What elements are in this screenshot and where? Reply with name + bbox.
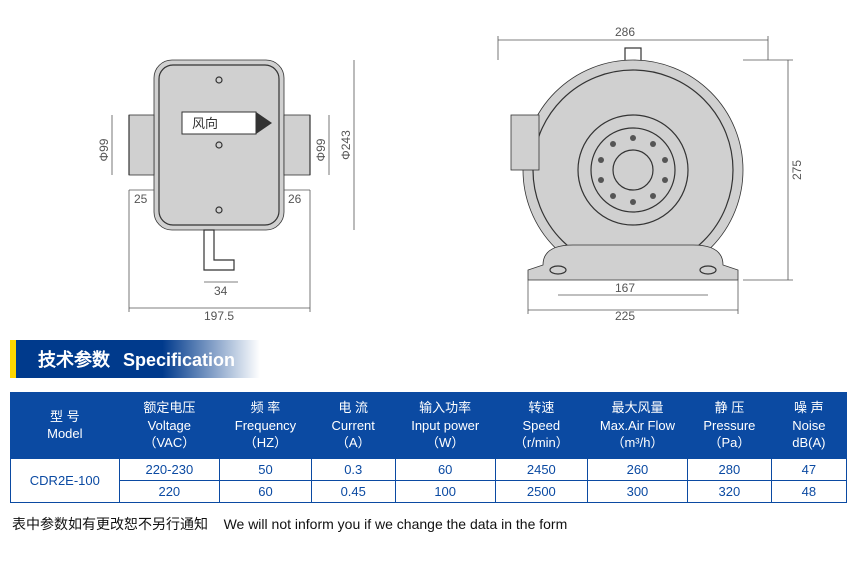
table-row: 220600.45100250030032048: [11, 480, 847, 502]
col-header: 电 流Current（A）: [311, 393, 395, 459]
table-row: CDR2E-100220-230500.360245026028047: [11, 458, 847, 480]
col-header: 频 率Frequency（HZ）: [219, 393, 311, 459]
spec-header: 技术参数 Specification: [10, 340, 260, 378]
data-cell: 0.45: [311, 480, 395, 502]
data-cell: 60: [219, 480, 311, 502]
svg-text:26: 26: [288, 192, 302, 206]
data-cell: 2500: [495, 480, 587, 502]
col-header: 静 压Pressure（Pa）: [688, 393, 772, 459]
data-cell: 0.3: [311, 458, 395, 480]
col-header: 型 号Model: [11, 393, 120, 459]
dim-left-stub: 25: [129, 190, 154, 206]
dim-right-stub: 26: [284, 190, 310, 206]
data-cell: 260: [587, 458, 687, 480]
dim-dia-right: Φ99 Φ243: [314, 60, 354, 230]
col-header: 额定电压Voltage（VAC）: [119, 393, 219, 459]
spec-header-cn: 技术参数: [38, 350, 110, 370]
data-cell: 100: [395, 480, 495, 502]
svg-text:225: 225: [615, 309, 635, 320]
data-cell: 48: [771, 480, 846, 502]
mount-bracket: [204, 230, 234, 270]
fan-body: [154, 60, 284, 230]
dim-dia-left: Φ99: [97, 115, 112, 175]
footnote-cn: 表中参数如有更改恕不另行通知: [12, 516, 208, 532]
col-header: 最大风量Max.Air Flow（m³/h）: [587, 393, 687, 459]
svg-text:Φ243: Φ243: [339, 130, 353, 160]
data-cell: 220-230: [119, 458, 219, 480]
dim-bracket: 34: [204, 282, 238, 298]
svg-text:275: 275: [790, 160, 804, 180]
base-foot: [528, 245, 738, 280]
col-header: 噪 声NoisedB(A): [771, 393, 846, 459]
drawing-side-view: 风向 Φ99 Φ99 Φ243 25: [34, 20, 394, 320]
data-cell: 60: [395, 458, 495, 480]
data-cell: 280: [688, 458, 772, 480]
data-cell: 50: [219, 458, 311, 480]
col-header: 输入功率Input power（W）: [395, 393, 495, 459]
inlet-stub: [129, 115, 154, 175]
dim-top-width: 286: [498, 25, 768, 60]
svg-text:167: 167: [615, 281, 635, 295]
svg-text:286: 286: [615, 25, 635, 39]
drawing-front-view: 286: [443, 20, 823, 320]
flow-arrow: 风向: [182, 112, 272, 134]
dim-base-inner: 167: [558, 281, 708, 295]
footnote: 表中参数如有更改恕不另行通知 We will not inform you if…: [0, 508, 857, 540]
dim-height: 275: [743, 60, 804, 280]
spec-header-en: Specification: [123, 350, 235, 370]
data-cell: 2450: [495, 458, 587, 480]
junction-box: [511, 115, 539, 170]
spec-table: 型 号Model额定电压Voltage（VAC）频 率Frequency（HZ）…: [10, 392, 847, 503]
outlet-stub: [284, 115, 310, 175]
data-cell: 320: [688, 480, 772, 502]
model-cell: CDR2E-100: [11, 458, 120, 502]
svg-text:25: 25: [134, 192, 148, 206]
svg-text:34: 34: [214, 284, 228, 298]
svg-text:Φ99: Φ99: [97, 138, 111, 161]
data-cell: 220: [119, 480, 219, 502]
specification-section: 技术参数 Specification 型 号Model额定电压Voltage（V…: [0, 330, 857, 508]
flow-label: 风向: [192, 116, 218, 131]
data-cell: 47: [771, 458, 846, 480]
footnote-en: We will not inform you if we change the …: [224, 516, 568, 532]
data-cell: 300: [587, 480, 687, 502]
drawings-row: 风向 Φ99 Φ99 Φ243 25: [0, 0, 857, 330]
svg-text:Φ99: Φ99: [314, 138, 328, 161]
svg-text:197.5: 197.5: [204, 309, 234, 320]
col-header: 转速Speed（r/min）: [495, 393, 587, 459]
